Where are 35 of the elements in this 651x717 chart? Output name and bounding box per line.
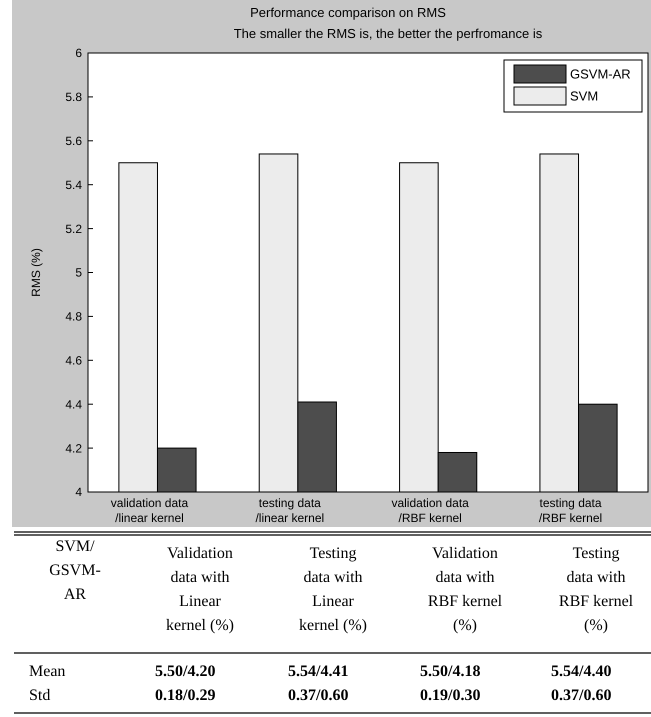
y-tick-label: 5.8	[65, 90, 82, 104]
x-tick-label: validation data /linear kernel	[110, 496, 188, 525]
text: 0.18/0.29	[155, 687, 216, 704]
x-tick-label: validation data /RBF kernel	[391, 496, 470, 525]
text: Mean	[29, 663, 66, 680]
y-axis-title: RMS (%)	[29, 248, 43, 297]
legend-label: SVM	[570, 88, 598, 104]
y-tick-label: 5.4	[65, 178, 82, 192]
text: Validation data with Linear kernel (%)	[166, 545, 234, 634]
text: Std	[29, 687, 50, 704]
text: 5.50/4.20	[155, 663, 216, 680]
x-tick-label: testing data /RBF kernel	[538, 496, 602, 525]
text: 0.37/0.60	[551, 687, 612, 704]
text: 5.54/4.41	[288, 663, 348, 680]
legend-label: GSVM-AR	[570, 66, 631, 82]
text: Validation data with RBF kernel (%)	[428, 545, 503, 634]
text: Testing data with Linear kernel (%)	[299, 545, 367, 634]
chart-subtitle: The smaller the RMS is, the better the perfromance is	[234, 26, 543, 41]
y-tick-label: 5	[75, 266, 82, 280]
y-tick-label: 5.6	[65, 134, 82, 148]
y-tick-label: 4	[75, 485, 82, 500]
text: SVM/ GSVM- AR	[49, 538, 101, 603]
y-tick-label: 5.2	[65, 222, 82, 236]
y-tick-label: 4.8	[65, 310, 82, 324]
y-tick-label: 4.6	[65, 354, 82, 368]
text: 0.19/0.30	[420, 687, 480, 704]
text: 5.54/4.40	[551, 663, 612, 680]
text: 5.50/4.18	[420, 663, 480, 680]
text: Testing data with RBF kernel (%)	[558, 545, 634, 634]
y-tick-label: 4.4	[65, 397, 82, 412]
text: 0.37/0.60	[288, 687, 348, 704]
chart-title: Performance comparison on RMS	[250, 5, 446, 20]
y-tick-label: 6	[75, 46, 82, 60]
x-tick-label: testing data /linear kernel	[255, 496, 324, 525]
y-tick-label: 4.2	[65, 441, 82, 456]
